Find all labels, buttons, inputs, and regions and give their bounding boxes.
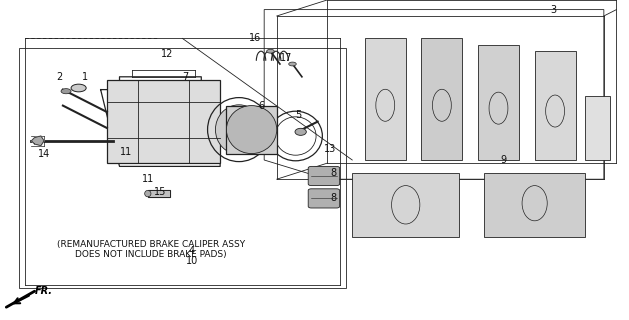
Text: 13: 13 xyxy=(324,144,337,154)
FancyBboxPatch shape xyxy=(308,189,340,208)
Polygon shape xyxy=(31,136,44,146)
Text: 3: 3 xyxy=(550,4,557,15)
Text: 10: 10 xyxy=(186,256,198,266)
Polygon shape xyxy=(352,173,459,237)
Text: 5: 5 xyxy=(296,110,302,120)
Ellipse shape xyxy=(289,62,296,66)
Text: 7: 7 xyxy=(182,72,189,82)
Circle shape xyxy=(61,89,71,94)
Text: 14: 14 xyxy=(38,148,50,159)
Polygon shape xyxy=(365,38,406,160)
Text: 15: 15 xyxy=(154,187,167,197)
Polygon shape xyxy=(148,190,170,197)
Text: 11: 11 xyxy=(120,147,132,157)
Polygon shape xyxy=(478,45,519,160)
Text: FR.: FR. xyxy=(35,286,53,296)
Ellipse shape xyxy=(267,49,274,53)
FancyBboxPatch shape xyxy=(308,166,340,186)
Polygon shape xyxy=(585,96,610,160)
Polygon shape xyxy=(226,106,277,154)
Text: 9: 9 xyxy=(500,155,506,165)
Circle shape xyxy=(71,84,86,92)
Ellipse shape xyxy=(145,190,151,197)
Text: 6: 6 xyxy=(258,100,264,111)
Text: 11: 11 xyxy=(142,174,154,184)
Text: 8: 8 xyxy=(330,168,337,178)
Text: 17: 17 xyxy=(280,52,292,63)
Ellipse shape xyxy=(215,105,263,155)
Polygon shape xyxy=(535,51,576,160)
Ellipse shape xyxy=(295,128,306,135)
Text: 16: 16 xyxy=(248,33,261,44)
Text: 2: 2 xyxy=(57,72,63,82)
Text: 12: 12 xyxy=(160,49,173,60)
Text: 8: 8 xyxy=(330,193,337,204)
Ellipse shape xyxy=(226,106,277,154)
Text: 1: 1 xyxy=(82,72,88,82)
Text: (REMANUFACTURED BRAKE CALIPER ASSY
DOES NOT INCLUDE BRAKE PADS): (REMANUFACTURED BRAKE CALIPER ASSY DOES … xyxy=(57,240,245,259)
Polygon shape xyxy=(107,80,220,163)
Polygon shape xyxy=(484,173,585,237)
Polygon shape xyxy=(421,38,462,160)
Text: 4: 4 xyxy=(189,246,195,256)
